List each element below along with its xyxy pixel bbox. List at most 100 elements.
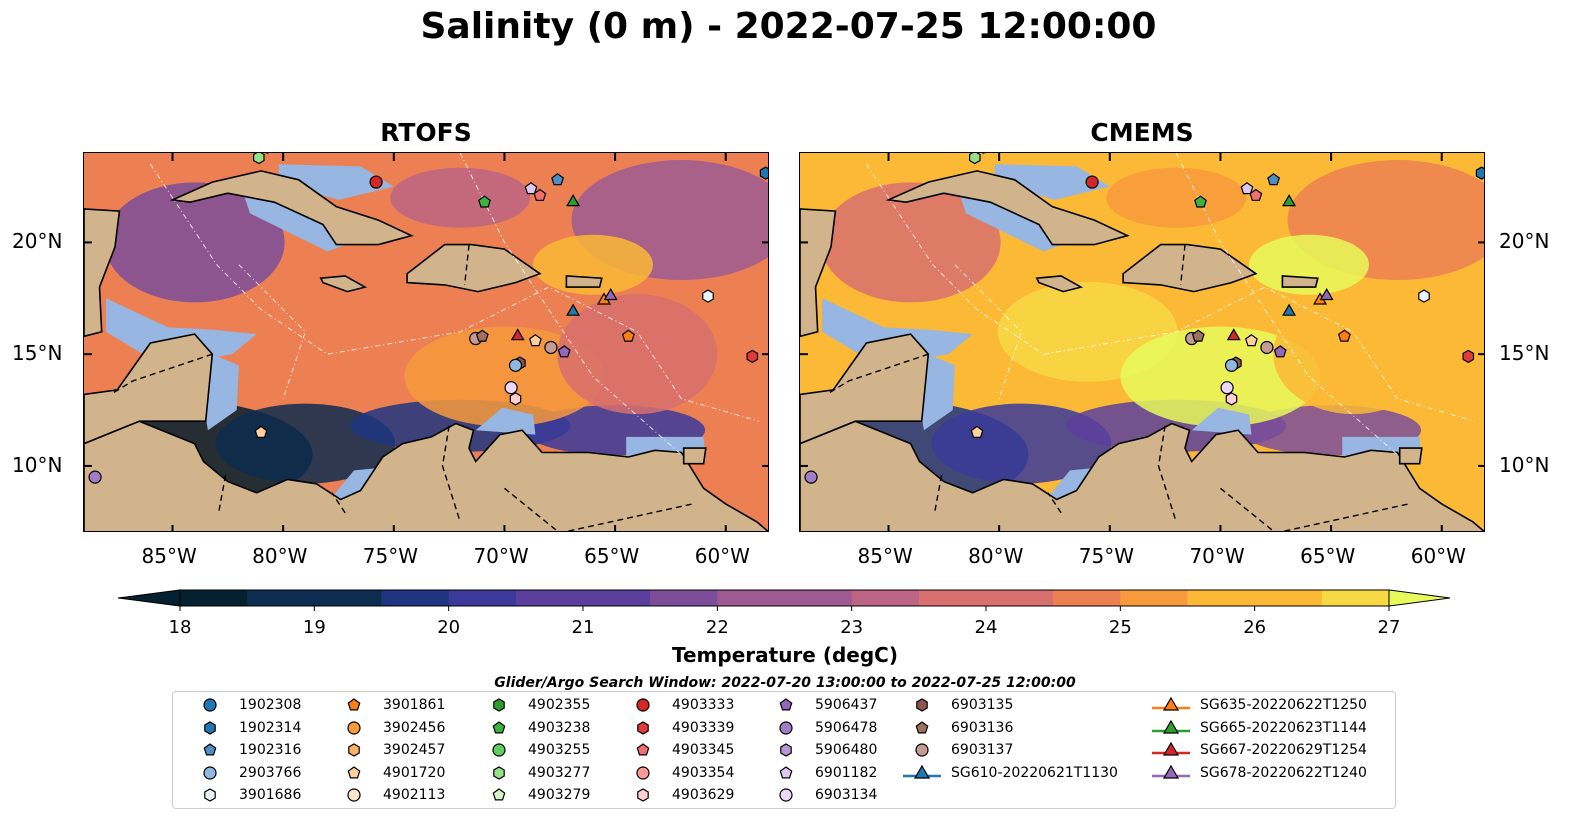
legend-marker-3901686 <box>204 788 216 803</box>
legend-marker-5906478 <box>779 720 793 735</box>
legend-marker-4903333 <box>636 698 650 712</box>
obs-marker-5906478 <box>804 470 818 484</box>
legend-marker <box>203 743 217 756</box>
colorbar-tick-label: 27 <box>1377 617 1401 638</box>
legend-marker-4902113 <box>347 788 361 802</box>
legend-marker-1902308 <box>203 698 217 712</box>
map-panel-rtofs <box>83 152 769 532</box>
obs-marker-sg667-20220629t1254 <box>1226 328 1241 341</box>
legend-marker-5906437 <box>779 698 793 711</box>
colorbar-bin <box>717 590 785 606</box>
colorbar-bin <box>515 590 584 606</box>
colorbar <box>117 589 1451 611</box>
legend-label: 5906480 <box>815 742 878 759</box>
panel-title-cmems: CMEMS <box>1090 118 1194 147</box>
legend-label: 4903354 <box>672 764 735 781</box>
colorbar-bin <box>180 590 248 606</box>
legend-marker <box>203 698 217 712</box>
x-tick-label: 65°W <box>584 544 640 568</box>
legend-marker-6903135 <box>916 698 928 712</box>
obs-marker-2903766 <box>508 358 523 372</box>
legend-marker-5906480 <box>780 743 792 757</box>
legend-marker <box>1152 719 1190 734</box>
obs-marker-6901182 <box>1240 182 1254 195</box>
x-tick-label: 65°W <box>1300 544 1356 568</box>
legend-marker <box>637 720 649 735</box>
legend-label: 6903137 <box>951 742 1014 759</box>
obs-marker-3901686 <box>702 289 714 303</box>
legend-label: 4902355 <box>528 697 591 713</box>
legend-label: 4903238 <box>528 719 591 736</box>
obs-marker-1902316 <box>1267 173 1281 186</box>
panel-title-rtofs: RTOFS <box>380 118 472 147</box>
obs-marker-3901686 <box>1418 289 1430 303</box>
colorbar-tick-label: 26 <box>1243 617 1267 638</box>
obs-marker-6903134 <box>1220 381 1234 395</box>
legend-label: 6903136 <box>951 719 1014 736</box>
legend-label: 3901861 <box>383 697 446 713</box>
legend-marker <box>636 743 650 756</box>
legend-label: 4903629 <box>672 787 735 804</box>
legend-marker-3902456 <box>347 720 361 735</box>
legend-marker <box>780 743 792 757</box>
legend-marker-4903255 <box>492 743 506 757</box>
obs-marker-sg667-20220629t1254 <box>510 328 525 341</box>
legend-marker-4903354 <box>636 766 650 780</box>
legend-marker-4903279 <box>492 788 506 801</box>
obs-marker-5906437 <box>557 345 571 358</box>
colorbar-bin <box>247 590 315 606</box>
legend-label: SG665-20220623T1144 <box>1200 719 1367 736</box>
legend-marker-6903134 <box>779 788 793 802</box>
legend-marker <box>1152 764 1190 779</box>
obs-marker-3901861 <box>621 329 635 342</box>
obs-marker-4901720 <box>528 334 542 347</box>
colorbar-bin <box>1254 590 1323 606</box>
x-tick-label: 80°W <box>252 544 308 568</box>
obs-marker-4901720 <box>254 425 268 438</box>
y-tick-label-right: 20°N <box>1499 229 1550 254</box>
legend-marker-sg635-20220622t1250 <box>1162 696 1180 711</box>
legend-marker-6903137 <box>915 743 929 757</box>
obs-marker-4903238 <box>478 195 491 208</box>
y-tick-label-right: 10°N <box>1499 452 1550 477</box>
obs-marker-5906478 <box>88 470 102 484</box>
obs-marker-1902314 <box>1475 166 1484 180</box>
legend-marker <box>204 788 216 803</box>
colorbar-extend-min <box>117 589 181 607</box>
legend-marker-4902355 <box>493 698 505 712</box>
legend-label: 5906478 <box>815 719 878 736</box>
obs-marker-sg665-20220623t1144 <box>566 194 581 207</box>
legend-label: 1902316 <box>239 742 302 759</box>
legend-marker <box>636 766 650 780</box>
colorbar-extend-max <box>1388 589 1451 607</box>
colorbar-tick-label: 22 <box>705 617 729 638</box>
legend-marker-4903629 <box>637 788 649 803</box>
legend-marker <box>347 720 361 735</box>
legend-label: SG610-20220621T1130 <box>951 764 1118 781</box>
legend-label: 3902456 <box>383 719 446 736</box>
obs-marker-6903137 <box>1260 340 1274 355</box>
obs-marker-6901182 <box>524 182 538 195</box>
legend-label: 4903339 <box>672 719 735 736</box>
obs-marker-6903136 <box>1191 329 1205 342</box>
legend-marker-1902314 <box>204 720 216 735</box>
obs-marker-2903766 <box>1224 358 1239 372</box>
legend-marker <box>493 698 505 712</box>
legend-marker <box>779 720 793 735</box>
legend-label: SG678-20220622T1240 <box>1200 764 1367 781</box>
legend-label: 6903135 <box>951 697 1014 713</box>
obs-marker-sg678-20220622t1240 <box>603 288 618 301</box>
colorbar-tick-label: 23 <box>840 617 864 638</box>
colorbar-bin <box>1187 590 1256 606</box>
legend-label: 4903345 <box>672 742 735 759</box>
x-tick-label: 75°W <box>1078 544 1135 568</box>
legend-marker-sg610-20220621t1130 <box>913 764 931 779</box>
x-tick-label: 85°W <box>141 544 197 568</box>
colorbar-bin <box>314 590 382 606</box>
x-tick-label: 75°W <box>362 544 419 568</box>
obs-marker-4903238 <box>1194 195 1207 208</box>
legend-marker-sg665-20220623t1144 <box>1162 719 1180 734</box>
colorbar-bin <box>381 590 450 606</box>
obs-marker-4903277 <box>253 153 265 165</box>
legend-label: 4903333 <box>672 697 735 713</box>
